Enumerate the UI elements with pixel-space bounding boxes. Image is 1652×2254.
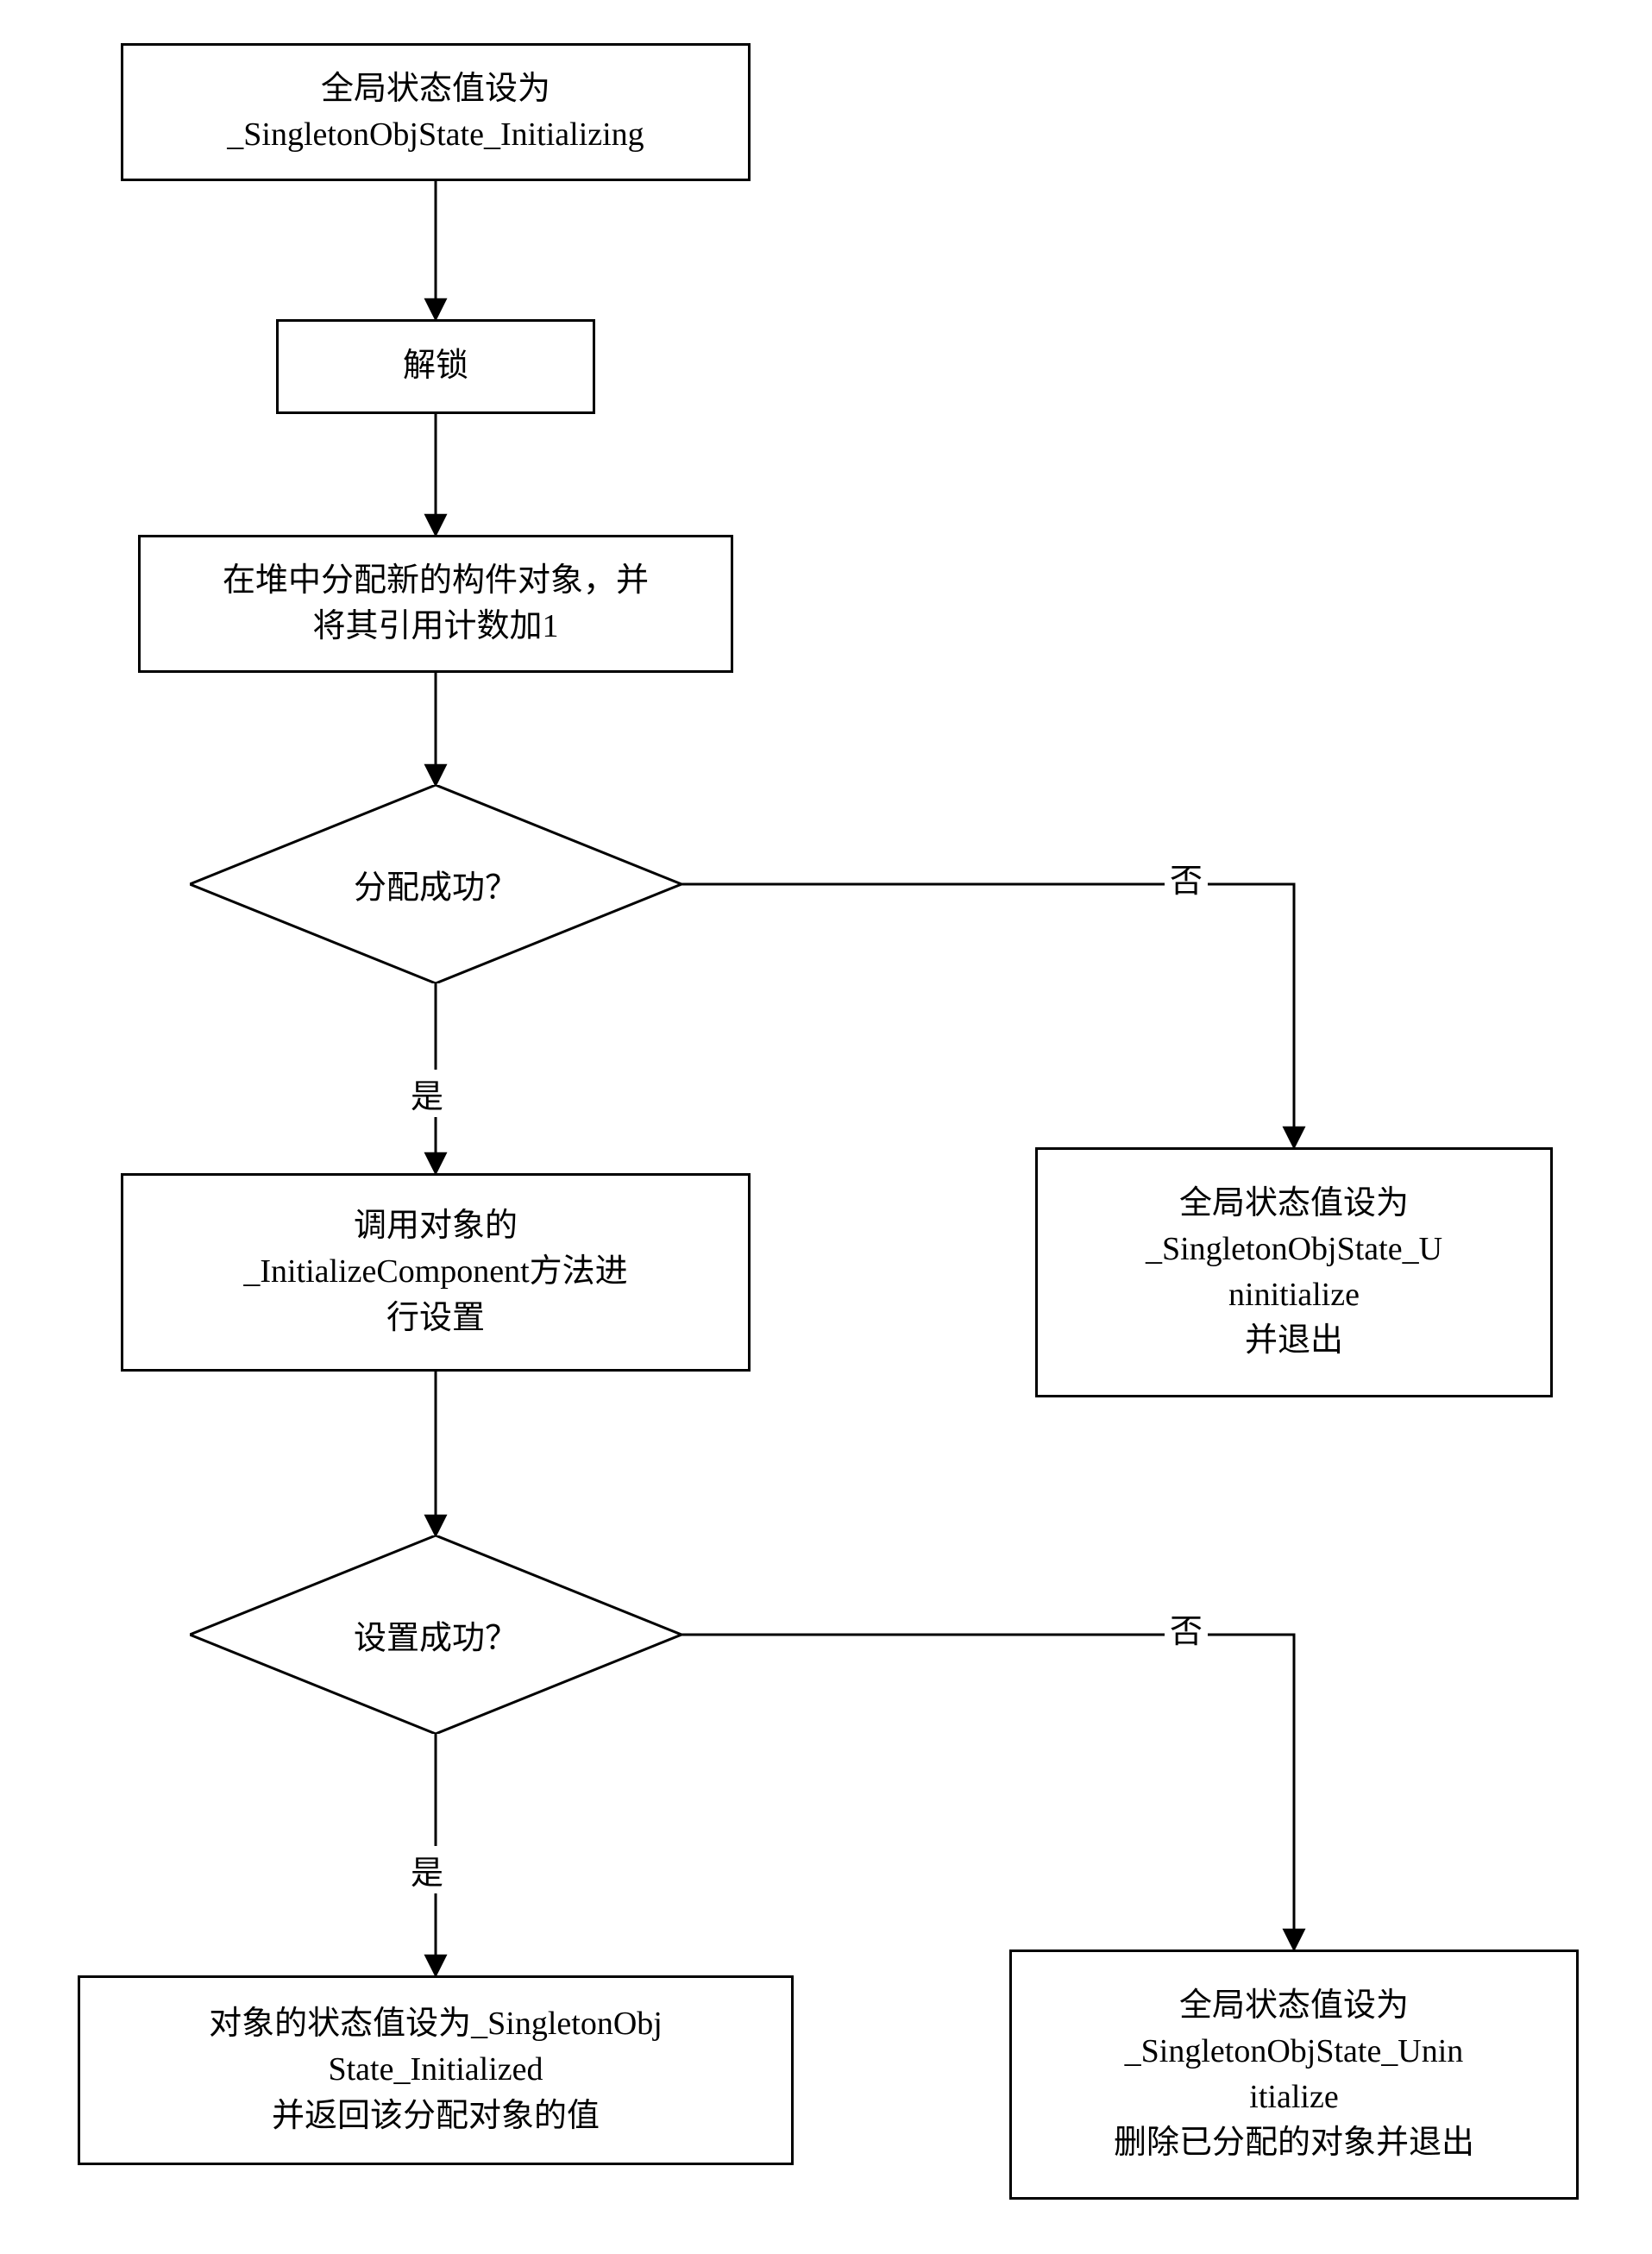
edge-label-no-1: 否 [1165, 854, 1208, 901]
node-text: 全局状态值设为_SingletonObjState_Uninitialize删除… [1114, 1983, 1474, 2167]
node-text: 分配成功？ [354, 861, 518, 908]
edge-label-yes-1: 是 [405, 1070, 449, 1117]
decision-alloc-success: 分配成功？ [190, 785, 682, 983]
node-unlock: 解锁 [276, 319, 595, 414]
node-text: 在堆中分配新的构件对象，并将其引用计数加1 [223, 558, 649, 650]
node-fail-uninit-exit: 全局状态值设为_SingletonObjState_Uninitialize并退… [1035, 1147, 1553, 1397]
node-text: 调用对象的_InitializeComponent方法进行设置 [243, 1203, 627, 1341]
node-text: 解锁 [403, 343, 468, 389]
node-text: 全局状态值设为_SingletonObjState_Uninitialize并退… [1146, 1181, 1442, 1365]
node-allocate: 在堆中分配新的构件对象，并将其引用计数加1 [138, 535, 733, 673]
node-fail-delete-exit: 全局状态值设为_SingletonObjState_Uninitialize删除… [1009, 1949, 1579, 2200]
node-init-component: 调用对象的_InitializeComponent方法进行设置 [121, 1173, 751, 1372]
node-text: 设置成功？ [354, 1611, 518, 1659]
node-text: 全局状态值设为_SingletonObjState_Initializing [227, 66, 644, 158]
flowchart-canvas: 全局状态值设为_SingletonObjState_Initializing 解… [0, 0, 1652, 2254]
edge-label-yes-2: 是 [405, 1846, 449, 1893]
node-set-initialized: 对象的状态值设为_SingletonObjState_Initialized并返… [78, 1975, 794, 2165]
node-set-initializing: 全局状态值设为_SingletonObjState_Initializing [121, 43, 751, 181]
edges-layer [0, 0, 1652, 2254]
edge-label-no-2: 否 [1165, 1604, 1208, 1652]
node-text: 对象的状态值设为_SingletonObjState_Initialized并返… [209, 2001, 663, 2139]
decision-setup-success: 设置成功？ [190, 1535, 682, 1734]
